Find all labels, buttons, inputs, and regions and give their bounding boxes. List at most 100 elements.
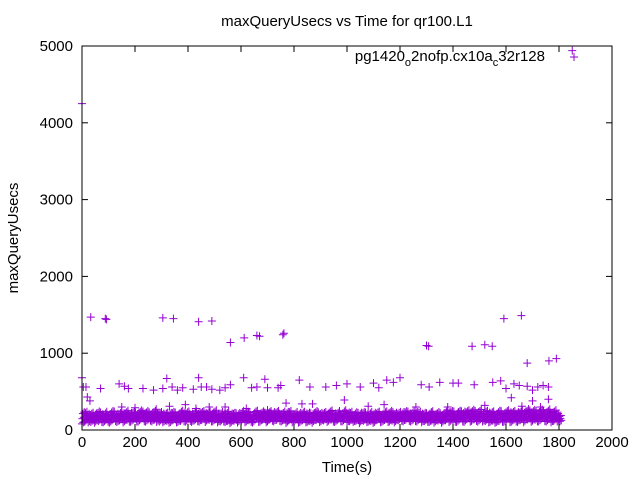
data-point xyxy=(221,402,230,411)
plot-frame xyxy=(81,45,613,431)
data-point xyxy=(226,338,235,347)
data-point xyxy=(202,382,211,391)
data-point xyxy=(124,384,133,393)
data-point xyxy=(173,386,182,395)
y-tick-label: 0 xyxy=(65,422,73,439)
data-point xyxy=(181,400,190,409)
data-point xyxy=(263,383,272,392)
data-point xyxy=(364,402,373,411)
data-point xyxy=(523,359,532,368)
data-point xyxy=(468,342,477,351)
data-point xyxy=(417,380,426,389)
y-tick-label: 2000 xyxy=(40,268,73,285)
data-point xyxy=(374,383,383,392)
legend-label: pg1420o2nofp.cx10ac32r128 xyxy=(355,48,545,69)
data-point xyxy=(158,384,167,393)
data-point xyxy=(496,376,505,385)
data-point xyxy=(536,402,545,411)
x-tick-label: 800 xyxy=(281,434,306,451)
data-point xyxy=(242,404,251,413)
data-point xyxy=(115,379,124,388)
data-point xyxy=(552,354,561,363)
data-point xyxy=(226,380,235,389)
data-point xyxy=(411,402,420,411)
data-point xyxy=(382,376,391,385)
data-point xyxy=(295,376,304,385)
x-tick-label: 1600 xyxy=(489,434,522,451)
data-point xyxy=(260,375,269,384)
x-tick-label: 2000 xyxy=(595,434,628,451)
y-tick-label: 4000 xyxy=(40,115,73,132)
data-point xyxy=(85,396,94,405)
data-point xyxy=(528,386,537,395)
data-point xyxy=(530,405,539,414)
data-point xyxy=(194,317,203,326)
data-point xyxy=(555,411,563,420)
data-point xyxy=(396,373,404,382)
legend-marker-plus xyxy=(570,53,578,61)
data-point xyxy=(422,341,431,350)
x-axis-label: Time(s) xyxy=(322,459,372,476)
data-point xyxy=(191,404,200,413)
data-point xyxy=(332,381,341,390)
data-point xyxy=(282,399,291,408)
data-point xyxy=(101,314,110,323)
data-point xyxy=(263,406,272,415)
data-point xyxy=(158,313,167,322)
data-point xyxy=(321,382,330,391)
data-point xyxy=(252,382,261,391)
data-point xyxy=(424,342,433,351)
x-tick-label: 1000 xyxy=(330,434,363,451)
data-point xyxy=(533,382,542,391)
x-tick-label: 600 xyxy=(228,434,253,451)
data-point xyxy=(279,329,288,338)
y-tick-labels: 0 1000 2000 3000 4000 5000 xyxy=(40,38,73,439)
data-point xyxy=(477,405,486,414)
data-points xyxy=(78,46,577,428)
data-point xyxy=(454,379,463,388)
legend: pg1420o2nofp.cx10ac32r128 xyxy=(355,48,578,69)
data-point xyxy=(240,333,249,342)
data-point xyxy=(539,381,548,390)
data-point xyxy=(340,396,349,405)
data-point xyxy=(380,400,389,409)
x-tick-label: 1400 xyxy=(436,434,469,451)
x-tick-labels: 0 200 400 600 800 1000 1200 1400 1600 1800 2000 xyxy=(78,434,629,451)
data-point xyxy=(469,405,478,414)
data-point xyxy=(212,406,221,415)
data-point xyxy=(305,382,314,391)
y-axis-label: maxQueryUsecs xyxy=(5,183,22,294)
data-point xyxy=(297,399,306,408)
data-point xyxy=(488,378,497,387)
data-point xyxy=(389,378,398,387)
y-tick-label: 5000 xyxy=(40,38,73,55)
data-point xyxy=(517,311,526,320)
data-point xyxy=(308,399,317,408)
data-point xyxy=(369,379,378,388)
data-point xyxy=(454,408,463,417)
data-point xyxy=(165,402,174,411)
data-point xyxy=(162,374,171,383)
data-point xyxy=(494,409,503,418)
x-tick-label: 1200 xyxy=(383,434,416,451)
data-point xyxy=(207,385,216,394)
data-point xyxy=(96,384,105,393)
data-point xyxy=(247,383,256,392)
data-point xyxy=(470,380,479,389)
data-point xyxy=(152,405,161,414)
x-tick-label: 1800 xyxy=(542,434,575,451)
data-point xyxy=(149,386,158,395)
data-point xyxy=(117,402,126,411)
data-point xyxy=(443,402,452,411)
data-point xyxy=(544,356,553,365)
data-point xyxy=(86,313,95,322)
data-point xyxy=(425,382,434,391)
data-point xyxy=(480,340,489,349)
data-point xyxy=(544,395,553,404)
y-tick-label: 1000 xyxy=(40,345,73,362)
x-tick-label: 200 xyxy=(122,434,147,451)
data-point xyxy=(221,383,230,392)
data-point xyxy=(528,396,537,405)
data-point xyxy=(480,401,489,410)
